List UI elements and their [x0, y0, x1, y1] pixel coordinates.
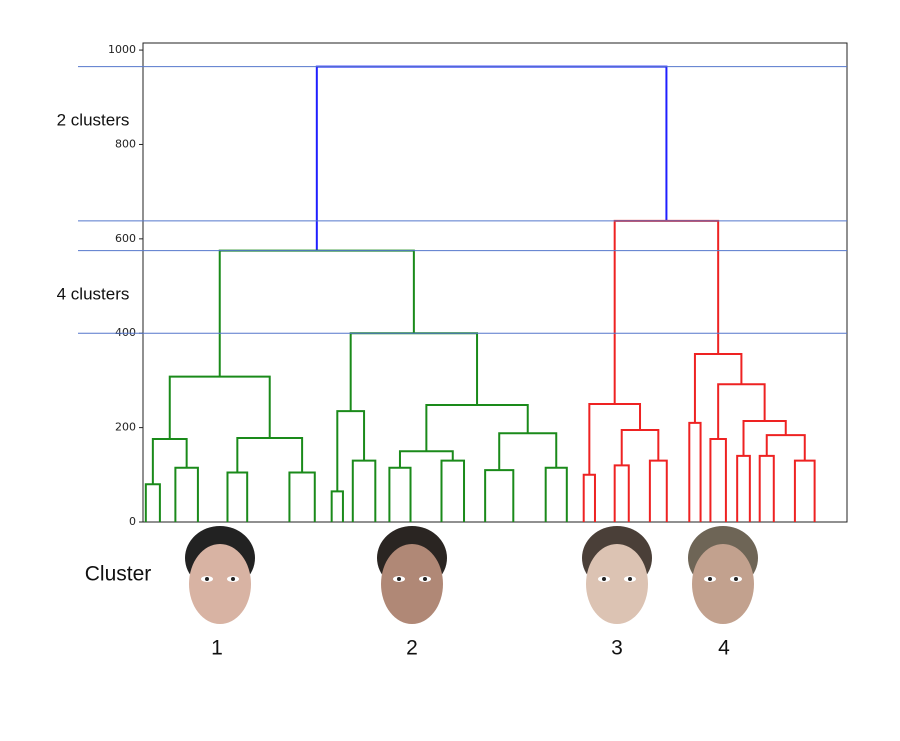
- cluster-title: Cluster: [85, 563, 152, 586]
- link: [709, 437, 727, 522]
- link: [742, 420, 787, 456]
- pupil: [602, 577, 606, 581]
- y-tick-label: 1000: [108, 43, 136, 56]
- skin: [692, 544, 754, 624]
- annotation: 2 clusters: [57, 110, 130, 129]
- link: [218, 249, 415, 377]
- link: [648, 459, 668, 522]
- link: [758, 454, 775, 522]
- link: [398, 450, 454, 468]
- y-tick-label: 800: [115, 137, 136, 150]
- link: [168, 375, 271, 439]
- face-4: [688, 526, 758, 624]
- link: [174, 466, 199, 522]
- cluster-label: 1: [211, 637, 223, 660]
- link: [226, 471, 249, 522]
- link: [717, 383, 766, 439]
- faces: [185, 526, 758, 624]
- link: [236, 436, 304, 473]
- link: [620, 428, 660, 466]
- link: [484, 469, 515, 522]
- link: [151, 437, 188, 485]
- cluster-label: 4: [718, 637, 730, 660]
- face-1: [185, 526, 255, 624]
- pupil: [205, 577, 209, 581]
- link: [388, 466, 412, 522]
- link: [693, 352, 743, 423]
- link: [288, 471, 316, 522]
- link: [582, 473, 596, 522]
- skin: [381, 544, 443, 624]
- skin: [189, 544, 251, 624]
- pupil: [423, 577, 427, 581]
- link: [498, 432, 558, 471]
- pupil: [708, 577, 712, 581]
- pupil: [397, 577, 401, 581]
- y-tick-label: 200: [115, 421, 136, 434]
- y-tick-label: 0: [129, 515, 136, 528]
- pupil: [231, 577, 235, 581]
- skin: [586, 544, 648, 624]
- face-3: [582, 526, 652, 624]
- link: [736, 454, 751, 522]
- cluster-label: 2: [406, 637, 418, 660]
- link: [793, 459, 816, 522]
- annotation: 4 clusters: [57, 284, 130, 303]
- link: [688, 421, 702, 522]
- link: [349, 332, 479, 412]
- link: [588, 403, 642, 475]
- link: [330, 490, 344, 522]
- link: [544, 466, 568, 522]
- plot-frame: [142, 42, 848, 523]
- y-tick-label: 600: [115, 232, 136, 245]
- link: [351, 459, 377, 522]
- link: [765, 434, 806, 461]
- link: [613, 219, 720, 405]
- link: [336, 410, 366, 492]
- face-2: [377, 526, 447, 624]
- pupil: [628, 577, 632, 581]
- link: [144, 483, 161, 522]
- link: [613, 464, 630, 522]
- cluster-label: 3: [611, 637, 623, 660]
- pupil: [734, 577, 738, 581]
- link: [440, 459, 466, 522]
- link: [425, 403, 529, 452]
